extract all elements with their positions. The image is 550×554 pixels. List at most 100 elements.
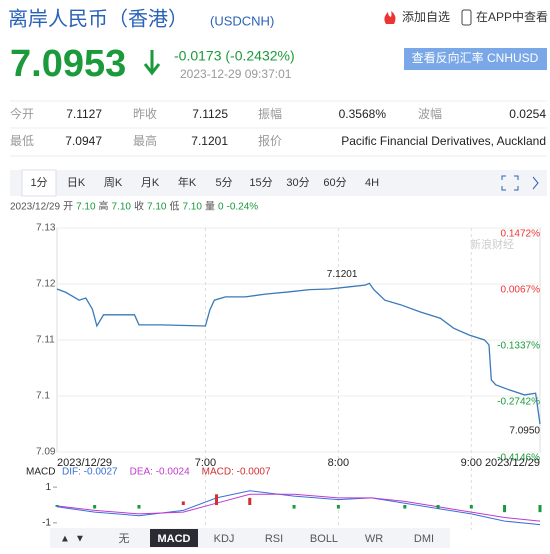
title: 离岸人民币（香港） bbox=[8, 7, 188, 30]
stat-label: 昨收 bbox=[133, 107, 157, 121]
info-item: 低 bbox=[169, 200, 179, 213]
collapse-icon[interactable] bbox=[532, 176, 539, 190]
y-tick-label: 7.12 bbox=[36, 279, 56, 290]
x-tick-label: 8:00 bbox=[328, 457, 349, 469]
indicator-tab[interactable]: RSI bbox=[265, 533, 283, 545]
y2-tick-label: 0.1472% bbox=[501, 229, 541, 240]
price: 7.0953 bbox=[10, 43, 126, 85]
indicator-tab[interactable]: DMI bbox=[414, 533, 434, 545]
indicator-tab[interactable]: KDJ bbox=[214, 533, 235, 545]
x-tick-label: 2023/12/29 bbox=[57, 457, 112, 469]
macd-bar bbox=[436, 505, 440, 509]
stat-value: 7.1125 bbox=[192, 107, 228, 121]
info-item: 收 bbox=[134, 200, 144, 213]
info-item: 开 bbox=[63, 202, 73, 213]
stat-value: 0.3568% bbox=[339, 107, 387, 121]
down-button[interactable]: ▼ bbox=[75, 534, 85, 545]
y2-tick-label: -0.1337% bbox=[497, 341, 540, 352]
reverse-button[interactable] bbox=[404, 48, 547, 70]
stat-label: 今开 bbox=[10, 106, 34, 121]
macd-bar bbox=[336, 505, 340, 509]
indicator-tab[interactable]: 无 bbox=[119, 533, 130, 545]
y2-tick-label: -0.2742% bbox=[497, 397, 540, 408]
macd-bar bbox=[469, 505, 473, 509]
stat-value: 7.1127 bbox=[66, 107, 102, 121]
period-tab[interactable]: 年K bbox=[178, 175, 197, 189]
legend-entry: MACD: -0.0007 bbox=[202, 467, 271, 478]
annotation: 7.0950 bbox=[509, 426, 540, 437]
y2-tick-label: 0.0067% bbox=[501, 285, 541, 296]
y-tick-label: 7.11 bbox=[36, 335, 55, 346]
macd-line bbox=[56, 490, 541, 526]
stat-value: 7.1201 bbox=[191, 134, 228, 148]
stat-label: 波幅 bbox=[418, 106, 442, 121]
info-item: 7.10 bbox=[147, 202, 167, 213]
y-tick-label: 7.13 bbox=[36, 223, 56, 234]
x-tick-label: 2023/12/29 bbox=[485, 457, 540, 469]
phone-icon bbox=[461, 9, 472, 26]
macd-bar bbox=[215, 494, 219, 505]
macd-bar bbox=[93, 505, 97, 509]
y-tick-label: 7.1 bbox=[36, 391, 50, 402]
stat-label: 报价 bbox=[258, 133, 282, 148]
period-tab[interactable]: 30分 bbox=[286, 176, 309, 189]
flame-icon bbox=[384, 11, 396, 24]
time: 2023-12-29 09:37:01 bbox=[180, 67, 292, 81]
y-tick-label: 7.09 bbox=[36, 447, 56, 458]
stat-label: 最低 bbox=[10, 134, 34, 148]
fullscreen-icon[interactable] bbox=[501, 175, 519, 191]
active-indicator bbox=[150, 529, 198, 547]
macd-line bbox=[56, 493, 541, 522]
watermark: 新浪财经 bbox=[470, 237, 514, 251]
stat-label: 最高 bbox=[133, 133, 157, 148]
indicator-bar bbox=[50, 528, 450, 548]
macd-bar bbox=[503, 505, 507, 513]
info-item: 量 bbox=[205, 201, 215, 213]
info-item: 0 bbox=[218, 202, 224, 213]
up-button[interactable]: ▲ bbox=[60, 534, 70, 545]
active-tab bbox=[21, 169, 57, 197]
y2-tick-label: -0.4146% bbox=[497, 453, 540, 464]
indicator-tab[interactable]: WR bbox=[365, 533, 383, 545]
period-tab[interactable]: 日K bbox=[67, 177, 86, 189]
info-item: 7.10 bbox=[112, 202, 132, 213]
period-tab[interactable]: 1分 bbox=[30, 176, 47, 189]
change: -0.0173 (-0.2432%) bbox=[174, 48, 295, 64]
macd-bar bbox=[403, 505, 407, 509]
period-tab[interactable]: 15分 bbox=[249, 176, 272, 189]
macd-title: MACD bbox=[26, 467, 55, 478]
stat-value: 7.0947 bbox=[65, 134, 102, 148]
info-item: 高 bbox=[99, 200, 109, 213]
code: (USDCNH) bbox=[210, 13, 274, 28]
price-line bbox=[56, 282, 541, 425]
period-tab[interactable]: 周K bbox=[104, 176, 123, 189]
indicator-tab[interactable]: MACD bbox=[158, 533, 191, 545]
macd-bar bbox=[55, 505, 59, 507]
macd-bar bbox=[248, 497, 252, 505]
legend-entry: DEA: -0.0024 bbox=[130, 467, 190, 478]
stat-value: 0.0254 bbox=[509, 107, 546, 121]
down-arrow bbox=[143, 50, 161, 76]
macd-bar bbox=[292, 505, 296, 509]
reverse-button-label[interactable]: 查看反向汇率 CNHUSD bbox=[412, 50, 539, 65]
annotation: 7.1201 bbox=[327, 269, 358, 280]
period-tab[interactable]: 月K bbox=[141, 177, 160, 189]
open-app[interactable]: 在APP中查看 bbox=[476, 9, 548, 24]
period-tab[interactable]: 5分 bbox=[215, 176, 232, 189]
info-item: 7.10 bbox=[182, 202, 202, 213]
legend-entry: DIF: -0.0027 bbox=[62, 467, 118, 478]
stat-value: Pacific Financial Derivatives, Auckland bbox=[341, 134, 546, 148]
add-watch[interactable]: 添加自选 bbox=[402, 10, 450, 24]
period-tab[interactable]: 60分 bbox=[323, 176, 346, 189]
info-item: 7.10 bbox=[76, 202, 96, 213]
info-item: -0.24% bbox=[227, 202, 259, 213]
tab-bar bbox=[10, 170, 547, 196]
indicator-tab[interactable]: BOLL bbox=[310, 533, 338, 545]
macd-bar bbox=[181, 501, 185, 505]
x-tick-label: 9:00 bbox=[461, 457, 482, 469]
macd-bar bbox=[538, 505, 542, 513]
y-tick-label: -1 bbox=[42, 517, 51, 528]
period-tab[interactable]: 4H bbox=[365, 177, 379, 189]
y-tick-label: 1 bbox=[45, 482, 51, 493]
